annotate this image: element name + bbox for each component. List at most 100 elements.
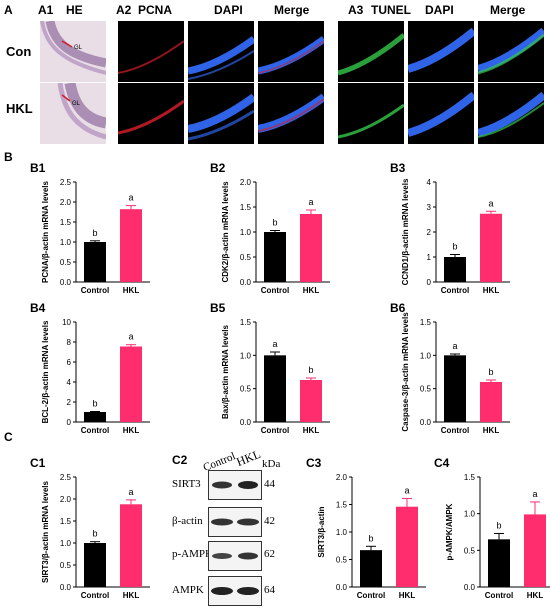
chart-panel-label: C4 (434, 456, 450, 470)
y-tick-label: 2.0 (240, 178, 252, 187)
y-axis-label: Caspase-3/β-actin mRNA levels (401, 312, 410, 432)
y-tick-label: 1.0 (60, 539, 72, 548)
blot-row-label-bactin: β-actin (172, 515, 203, 527)
chart-panel-label: B4 (30, 301, 46, 315)
significance-letter: b (92, 529, 97, 539)
bar (300, 380, 322, 422)
y-tick-label: 10 (62, 318, 71, 327)
chart-c3: C3 0.0 0.5 1.0 1.5 2.0 SIRT3/β-actin b Control a H… (290, 455, 426, 605)
chart-c4: C4 0.0 0.5 1.0 1.5 p-AMPK/AMPK b Control a HKL (418, 455, 550, 605)
x-tick-label: Control (485, 591, 513, 600)
he-marker-con: GL (74, 45, 83, 51)
y-tick-label: 1.0 (464, 510, 476, 519)
y-tick-label: 0.5 (464, 546, 476, 555)
blot-row-label-ampk: AMPK (172, 584, 204, 596)
pcna-title: PCNA (138, 3, 173, 17)
y-tick-label: 2.5 (60, 178, 72, 187)
y-axis-label: CDK2/β-actin mRNA levels (221, 181, 230, 283)
x-tick-label: HKL (123, 591, 140, 600)
y-tick-label: 1.0 (240, 228, 252, 237)
y-tick-label: 1.5 (240, 318, 252, 327)
x-tick-label: HKL (483, 426, 500, 435)
x-tick-label: Control (357, 591, 385, 600)
chart-b3: B3 0 1 2 3 4 CCND1/β-actin mRNA levels b Control… (374, 160, 544, 300)
y-tick-label: 1 (427, 253, 432, 262)
significance-letter: a (488, 198, 493, 208)
x-tick-label: Control (441, 426, 469, 435)
a3-label: A3 (348, 3, 364, 17)
y-tick-label: 0.0 (464, 583, 476, 592)
y-tick-label: 1.0 (420, 351, 432, 360)
row-label-hkl: HKL (6, 101, 33, 116)
y-tick-label: 0.5 (60, 258, 72, 267)
y-tick-label: 0.0 (60, 278, 72, 287)
x-tick-label: Control (81, 286, 109, 295)
y-tick-label: 0.0 (60, 583, 72, 592)
chart-panel-label: B2 (210, 161, 226, 175)
bar (524, 514, 546, 587)
y-tick-label: 1.5 (336, 501, 348, 510)
significance-letter: a (272, 339, 277, 349)
y-tick-label: 3 (427, 203, 432, 212)
y-tick-label: 4 (427, 178, 432, 187)
bar (120, 209, 142, 282)
blot-kda-sirt3: 44 (264, 478, 275, 490)
y-tick-label: 1.5 (240, 203, 252, 212)
chart-panel-label: B1 (30, 161, 46, 175)
tunel-image-con (338, 21, 404, 82)
pcna-image-con (118, 21, 184, 82)
blot-strip-ampk (208, 576, 262, 606)
pcna-image-hkl (118, 83, 184, 144)
y-tick-label: 6 (67, 358, 72, 367)
y-tick-label: 0.0 (240, 418, 252, 427)
he-image-hkl: GL (40, 83, 106, 144)
merge-image-hkl-2 (478, 83, 544, 144)
significance-letter: a (452, 341, 457, 351)
x-tick-label: Control (261, 426, 289, 435)
merge-image-hkl-1 (258, 83, 324, 144)
y-axis-label: CCND1/β-actin mRNA levels (401, 178, 410, 285)
dapi-image-hkl-2 (408, 83, 474, 144)
x-tick-label: HKL (303, 286, 320, 295)
chart-panel-label: B5 (210, 301, 226, 315)
merge-title-2: Merge (490, 3, 526, 17)
significance-letter: b (92, 228, 97, 238)
x-tick-label: HKL (483, 286, 500, 295)
chart-b4: B4 0 2 4 6 8 10 BCL-2/β-actin mRNA levels b Contr… (14, 300, 184, 440)
y-tick-label: 2 (427, 228, 432, 237)
significance-letter: b (496, 520, 501, 530)
y-axis-label: PCNA/β-actin mRNA levels (41, 180, 50, 282)
chart-b2: B2 0.0 0.5 1.0 1.5 2.0 CDK2/β-actin mRNA level… (194, 160, 364, 300)
panel-letter-c: C (4, 430, 13, 444)
x-tick-label: HKL (399, 591, 416, 600)
blot-strip-bactin (208, 507, 262, 537)
bar (480, 382, 502, 422)
bar (300, 214, 322, 282)
x-tick-label: Control (81, 426, 109, 435)
merge-image-con-2 (478, 21, 544, 82)
y-tick-label: 2.5 (60, 473, 72, 482)
y-tick-label: 2 (67, 398, 72, 407)
y-tick-label: 1.5 (60, 517, 72, 526)
y-tick-label: 0.0 (240, 278, 252, 287)
y-tick-label: 2.0 (60, 495, 72, 504)
y-axis-label: SIRT3/β-actin (317, 506, 326, 557)
y-tick-label: 0.5 (336, 556, 348, 565)
x-tick-label: Control (81, 591, 109, 600)
bar (264, 232, 286, 282)
y-tick-label: 1.0 (240, 351, 252, 360)
bar (444, 257, 466, 282)
y-tick-label: 0.0 (420, 418, 432, 427)
y-tick-label: 1.5 (60, 218, 72, 227)
row-label-con: Con (6, 44, 32, 59)
significance-letter: a (128, 193, 133, 203)
dapi-title-1: DAPI (214, 3, 243, 17)
blot-lane-hkl: HKL (234, 446, 263, 470)
bar (480, 213, 502, 282)
chart-b6: B6 0.0 0.5 1.0 1.5 Caspase-3/β-actin mRNA lev… (374, 300, 544, 440)
bar (488, 539, 510, 587)
dapi-image-con-1 (188, 21, 254, 82)
tunel-image-hkl (338, 83, 404, 144)
x-tick-label: HKL (303, 426, 320, 435)
chart-c1: C1 0.0 0.5 1.0 1.5 2.0 2.5 SIRT3/β-actin mRNA l… (14, 455, 164, 605)
